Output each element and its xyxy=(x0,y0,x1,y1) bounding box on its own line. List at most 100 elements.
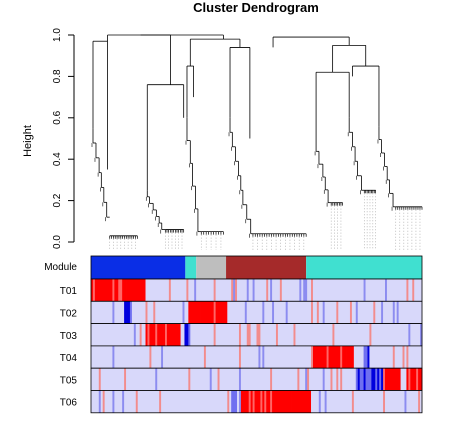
heatmap-cell xyxy=(326,345,329,369)
y-tick-label: 0.2 xyxy=(52,193,63,207)
heatmap-cell xyxy=(359,390,363,413)
heatmap-cell xyxy=(375,390,378,413)
heatmap-cell xyxy=(402,345,405,369)
heatmap-cell xyxy=(340,390,343,413)
heatmap-cell xyxy=(355,323,359,346)
heatmap-cell xyxy=(205,323,209,346)
heatmap-cell xyxy=(106,301,109,324)
heatmap-cell xyxy=(402,301,405,324)
heatmap-cell xyxy=(209,390,213,413)
heatmap-cell xyxy=(324,345,327,369)
heatmap-cell xyxy=(151,279,154,302)
heatmap-cell xyxy=(414,390,417,413)
heatmap-cell xyxy=(254,279,257,302)
heatmap-cell xyxy=(311,323,314,346)
heatmap-cell xyxy=(229,345,232,369)
heatmap-cell xyxy=(94,345,98,369)
trait-row-border xyxy=(90,390,423,414)
heatmap-cell xyxy=(126,323,129,346)
heatmap-cell xyxy=(240,345,244,369)
heatmap-cell xyxy=(209,368,213,391)
heatmap-cell xyxy=(254,301,257,324)
trait-label: T01 xyxy=(60,286,78,297)
heatmap-cell xyxy=(281,345,285,369)
heatmap-cell xyxy=(330,323,333,346)
heatmap-cell xyxy=(390,279,394,302)
heatmap-cell xyxy=(256,368,259,391)
heatmap-cell xyxy=(383,368,386,391)
heatmap-cell xyxy=(353,323,357,346)
heatmap-cell xyxy=(404,279,407,302)
heatmap-cell xyxy=(281,279,285,302)
heatmap-cell xyxy=(248,301,252,324)
heatmap-cell xyxy=(143,323,146,346)
heatmap-cell xyxy=(303,390,306,413)
heatmap-cell xyxy=(262,301,265,324)
heatmap-cell xyxy=(260,368,263,391)
heatmap-cell xyxy=(174,279,178,302)
heatmap-cell xyxy=(225,279,228,302)
heatmap-cell xyxy=(141,323,144,346)
heatmap-cell xyxy=(369,301,372,324)
heatmap-cell xyxy=(219,390,222,413)
heatmap-cell xyxy=(312,279,316,302)
heatmap-cell xyxy=(102,390,106,413)
heatmap-cell xyxy=(316,390,320,413)
heatmap-cell xyxy=(237,390,240,413)
heatmap-cell xyxy=(416,279,419,302)
heatmap-cell xyxy=(190,301,193,324)
heatmap-cell xyxy=(268,301,271,324)
heatmap-cell xyxy=(200,301,203,324)
heatmap-cell xyxy=(104,390,107,413)
heatmap-cell xyxy=(305,279,308,302)
y-axis: 0.0 0.2 0.4 0.6 0.8 1.0 xyxy=(52,28,75,249)
heatmap-cell xyxy=(147,390,150,413)
heatmap-cell xyxy=(100,323,104,346)
heatmap-cell xyxy=(289,368,292,391)
heatmap-cell xyxy=(314,301,318,324)
heatmap-cell xyxy=(116,390,119,413)
heatmap-cell xyxy=(297,345,300,369)
heatmap-cell xyxy=(192,323,195,346)
heatmap-cell xyxy=(373,279,376,302)
heatmap-cell xyxy=(166,301,170,324)
heatmap-cell xyxy=(420,368,423,391)
heatmap-cell xyxy=(139,390,143,413)
heatmap-cell xyxy=(332,390,335,413)
heatmap-cell xyxy=(334,279,337,302)
heatmap-cell xyxy=(246,345,250,369)
heatmap-cell xyxy=(349,279,353,302)
heatmap-cell xyxy=(277,390,281,413)
heatmap-cell xyxy=(414,279,417,302)
heatmap-cell xyxy=(392,368,396,391)
heatmap-cell xyxy=(277,279,281,302)
heatmap-cell xyxy=(408,390,411,413)
heatmap-cell xyxy=(254,345,257,369)
heatmap-cell xyxy=(196,368,199,391)
heatmap-cell xyxy=(256,345,259,369)
heatmap-cell xyxy=(410,301,413,324)
heatmap-cell xyxy=(420,301,423,324)
heatmap-cell xyxy=(256,279,259,302)
heatmap-cell xyxy=(209,345,213,369)
heatmap-cell xyxy=(149,279,152,302)
heatmap-cell xyxy=(272,323,275,346)
heatmap-cell xyxy=(215,323,218,346)
heatmap-cell xyxy=(320,323,324,346)
heatmap-cell xyxy=(322,279,326,302)
heatmap-cell xyxy=(182,345,185,369)
heatmap-cell xyxy=(137,279,141,302)
heatmap-cell xyxy=(297,368,300,391)
heatmap-cell xyxy=(351,301,355,324)
heatmap-cell xyxy=(420,323,423,346)
heatmap-cell xyxy=(242,279,246,302)
heatmap-cell xyxy=(381,345,384,369)
heatmap-cell xyxy=(274,390,277,413)
heatmap-cell xyxy=(233,390,236,413)
heatmap-cell xyxy=(229,323,232,346)
heatmap-cell xyxy=(106,279,109,302)
heatmap-cell xyxy=(254,368,257,391)
heatmap-cell xyxy=(250,368,254,391)
heatmap-cell xyxy=(260,301,263,324)
heatmap-cell xyxy=(349,368,353,391)
